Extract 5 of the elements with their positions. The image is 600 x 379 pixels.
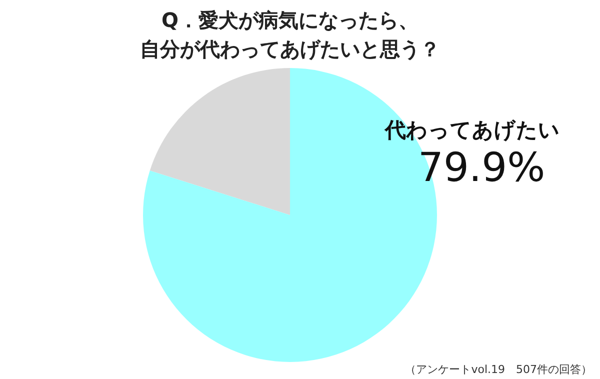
text: （アンケートvol.19 507件の回答） [405, 363, 592, 376]
data-label: 79.9% [418, 145, 546, 191]
chart-subtitle: 自分が代わってあげたいと思う？ [140, 37, 440, 61]
slice-label: 代わってあげたい [384, 118, 560, 142]
chart-title: Q．愛犬が病気になったら、 [161, 8, 419, 32]
